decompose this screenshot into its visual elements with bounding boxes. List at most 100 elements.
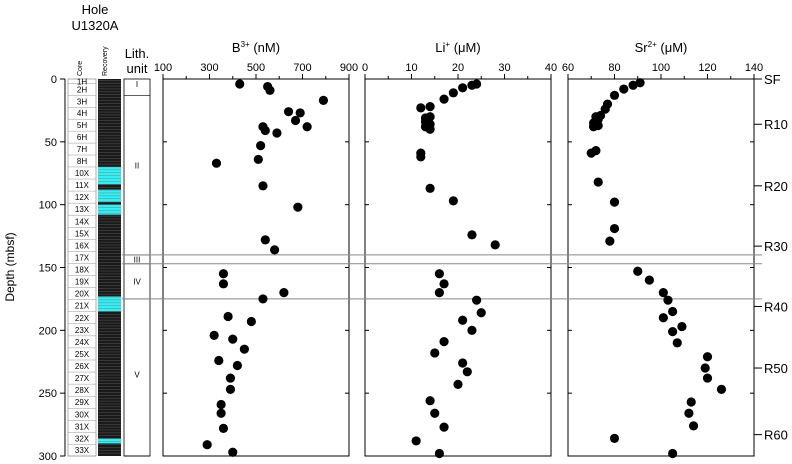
panel-title-unit: (μM) <box>450 40 481 55</box>
data-point <box>228 334 238 344</box>
core-label: 28X <box>75 386 90 395</box>
data-point <box>593 177 603 187</box>
data-point <box>223 311 233 322</box>
right-marker-label: R20 <box>764 179 788 194</box>
x-tick-label: 140 <box>745 62 763 74</box>
panel-title-unit: (nM) <box>250 40 280 55</box>
data-point <box>425 124 435 134</box>
panel-title-main: B <box>232 40 241 55</box>
x-tick-label: 10 <box>405 62 417 74</box>
core-label: 21X <box>75 302 90 311</box>
data-point <box>453 379 463 389</box>
data-point <box>609 90 620 100</box>
lith-unit-label: III <box>134 255 141 264</box>
data-point <box>239 344 249 354</box>
panel-boron: 100 300 500 700 900 B3+ (nM) <box>154 40 358 457</box>
data-point <box>439 422 449 432</box>
x-tick-label: 500 <box>247 62 265 74</box>
right-marker-label: R50 <box>764 361 788 376</box>
x-tick-label: 40 <box>545 62 557 74</box>
data-point <box>628 80 638 90</box>
data-point <box>448 88 458 98</box>
depth-tick-label: 300 <box>39 451 57 463</box>
core-label: 8H <box>77 157 87 166</box>
panel-title-main: Li <box>435 40 445 55</box>
panel-frame <box>567 78 755 457</box>
data-point <box>318 95 329 105</box>
depth-tick-label: 150 <box>39 263 57 275</box>
data-point <box>434 448 444 459</box>
data-point <box>702 352 713 362</box>
data-point <box>658 313 668 323</box>
data-point <box>425 102 435 112</box>
panel-frame <box>162 78 350 457</box>
core-label: 2H <box>77 85 87 94</box>
data-point <box>235 79 245 89</box>
data-point <box>448 196 458 206</box>
core-label: 17X <box>75 253 90 262</box>
x-tick-label: 80 <box>608 62 620 74</box>
data-point <box>672 338 682 348</box>
data-point <box>430 348 440 358</box>
data-point <box>467 230 477 240</box>
x-tick-label: 20 <box>452 62 464 74</box>
data-point <box>439 94 449 104</box>
data-point <box>295 108 305 118</box>
depth-tick-label: 50 <box>45 137 57 149</box>
data-point <box>588 122 599 132</box>
x-tick-label: 30 <box>498 62 510 74</box>
data-point <box>635 78 645 88</box>
core-label: 1H <box>77 77 87 86</box>
x-tick-label: 900 <box>340 62 358 74</box>
core-label: 11X <box>75 181 89 190</box>
panel-title-main: Sr <box>635 40 649 55</box>
data-point <box>225 373 236 383</box>
core-label: 5H <box>77 121 87 130</box>
lith-unit-label: I <box>136 80 138 89</box>
core-label: 30X <box>75 410 90 419</box>
data-point <box>439 337 449 347</box>
x-tick-label: 300 <box>200 62 218 74</box>
data-point <box>702 373 713 383</box>
y-axis-label: Depth (mbsf) <box>3 232 17 301</box>
data-point <box>439 279 449 289</box>
core-label: 22X <box>75 314 90 323</box>
panel-frame <box>364 78 552 457</box>
core-label: 26X <box>75 362 90 371</box>
data-point <box>716 384 727 394</box>
core-label: 19X <box>75 278 90 287</box>
core-label: 10X <box>75 169 90 178</box>
data-point <box>677 321 687 332</box>
depth-tick-label: 250 <box>39 388 57 400</box>
data-point <box>609 433 620 444</box>
data-point <box>265 85 275 95</box>
core-column-header: Core <box>77 61 84 76</box>
x-tick-label: 120 <box>698 62 716 74</box>
data-point <box>458 83 468 93</box>
data-point <box>218 279 229 289</box>
data-point <box>202 440 212 450</box>
panel-title: Li+ (μM) <box>435 40 480 55</box>
data-point <box>216 399 226 410</box>
core-label: 3H <box>77 97 87 106</box>
core-label: 29X <box>75 398 90 407</box>
data-point <box>209 330 219 340</box>
data-point <box>272 128 282 138</box>
core-label: 33X <box>75 446 90 455</box>
x-tick-label: 0 <box>362 62 368 74</box>
data-point <box>270 245 280 255</box>
lith-column-frame <box>123 78 151 457</box>
data-point <box>411 436 421 446</box>
data-point <box>668 306 678 317</box>
data-point <box>228 447 238 457</box>
core-label: 13X <box>75 205 90 214</box>
lith-unit-label: IV <box>133 277 141 286</box>
panel-title-unit: (μM) <box>657 40 688 55</box>
panel-title: B3+ (nM) <box>232 40 280 55</box>
lith-unit-header-line2: unit <box>127 61 148 76</box>
recovery-cyan-interval <box>98 204 121 215</box>
data-point <box>430 408 440 418</box>
